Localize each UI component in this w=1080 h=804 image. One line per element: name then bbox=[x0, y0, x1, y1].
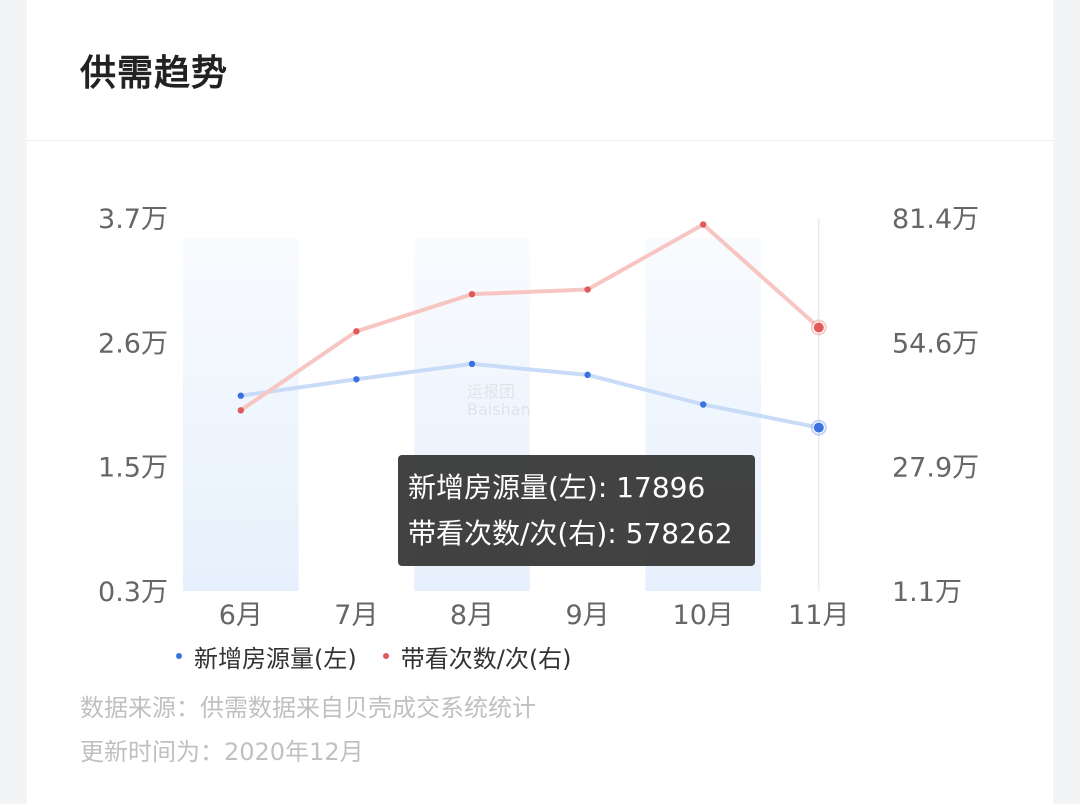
left-axis-tick-label: 2.6万 bbox=[98, 328, 168, 359]
series-line-viewings bbox=[239, 222, 821, 412]
right-axis-tick-label: 81.4万 bbox=[892, 204, 979, 235]
tooltip-label-left: 新增房源量(左): bbox=[408, 471, 617, 504]
series-point bbox=[584, 371, 591, 379]
legend-dot-blue-icon bbox=[176, 653, 182, 659]
tooltip-value-right: 578262 bbox=[625, 517, 733, 550]
x-axis-tick-label: 7月 bbox=[334, 600, 378, 631]
series-point bbox=[468, 360, 476, 368]
x-axis-tick-label: 9月 bbox=[566, 600, 610, 631]
chart-legend: 新增房源量(左) 带看次数/次(右) bbox=[176, 638, 598, 674]
legend-dot-red-icon bbox=[382, 653, 389, 659]
legend-item-listings[interactable]: 新增房源量(左) bbox=[176, 639, 357, 674]
card-header: 供需趋势 bbox=[27, 0, 1053, 141]
legend-label-viewings: 带看次数/次(右) bbox=[400, 644, 572, 673]
series-point bbox=[700, 401, 707, 408]
right-axis-tick-label: 27.9万 bbox=[892, 453, 979, 484]
chart-tooltip: 新增房源量(左): 17896 带看次数/次(右): 578262 bbox=[398, 455, 755, 566]
series-point bbox=[237, 392, 244, 399]
update-note: 更新时间为：2020年12月 bbox=[80, 738, 364, 766]
series-point-highlighted bbox=[813, 322, 824, 333]
x-axis-tick-label: 8月 bbox=[450, 600, 494, 631]
series-point bbox=[353, 376, 360, 383]
x-axis-tick-label: 11月 bbox=[788, 600, 849, 631]
x-axis-tick-label: 6月 bbox=[219, 600, 263, 631]
left-axis-tick-label: 1.5万 bbox=[98, 453, 168, 484]
left-axis-tick-label: 3.7万 bbox=[98, 204, 168, 235]
series-point bbox=[584, 286, 591, 293]
tooltip-row-left: 新增房源量(左): 17896 bbox=[408, 465, 745, 511]
right-axis-tick-label: 54.6万 bbox=[892, 328, 979, 359]
x-axis-tick-label: 10月 bbox=[673, 600, 734, 631]
series-point bbox=[700, 221, 707, 228]
tooltip-value-left: 17896 bbox=[616, 471, 706, 504]
series-point-highlighted bbox=[813, 422, 824, 433]
series-point bbox=[468, 290, 476, 298]
source-note: 数据来源：供需数据来自贝壳成交系统统计 bbox=[80, 694, 536, 722]
legend-label-listings: 新增房源量(左) bbox=[194, 644, 357, 673]
legend-item-viewings[interactable]: 带看次数/次(右) bbox=[382, 639, 572, 674]
series-line-listings bbox=[240, 361, 820, 430]
tooltip-row-right: 带看次数/次(右): 578262 bbox=[408, 511, 745, 557]
series-point bbox=[237, 407, 244, 414]
series-point bbox=[353, 328, 360, 335]
tooltip-label-right: 带看次数/次(右): bbox=[408, 517, 626, 550]
left-axis-tick-label: 0.3万 bbox=[98, 577, 168, 608]
background-band bbox=[183, 238, 299, 591]
watermark: 运报团 Baishan bbox=[467, 382, 531, 419]
right-axis-tick-label: 1.1万 bbox=[892, 577, 962, 608]
card-title: 供需趋势 bbox=[80, 53, 229, 94]
